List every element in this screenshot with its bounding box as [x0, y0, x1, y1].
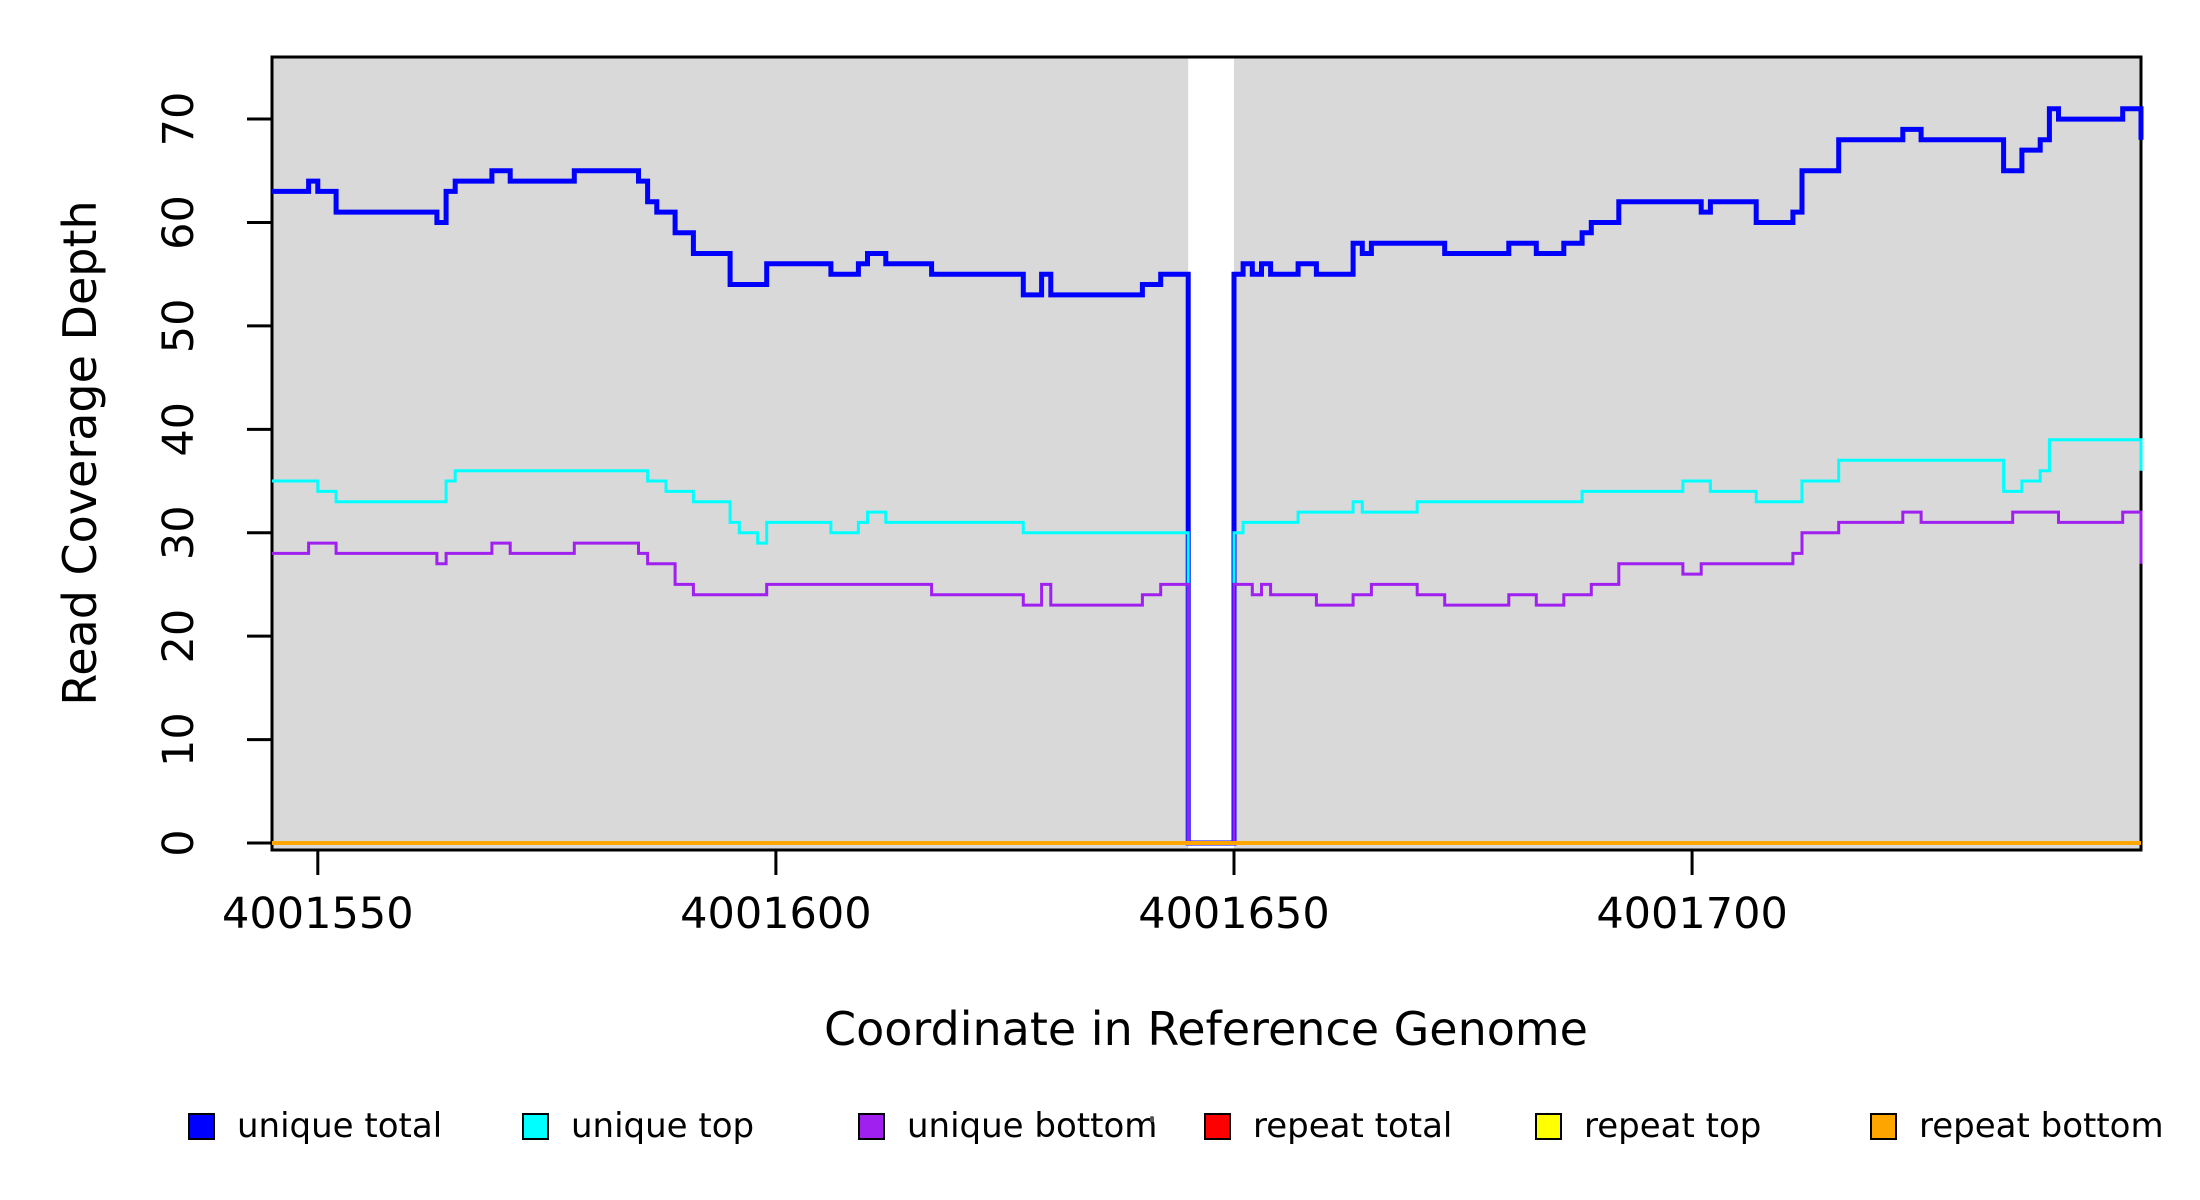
legend-label: repeat bottom [1919, 1106, 2164, 1146]
unique-total-swatch-icon [188, 1112, 215, 1140]
y-axis-title: Read Coverage Depth [53, 200, 107, 706]
unique-top-swatch-icon [522, 1112, 549, 1140]
legend-item-unique-top: unique top [522, 1106, 754, 1146]
legend-item-repeat-top: repeat top [1535, 1106, 1761, 1146]
x-tick-label: 4001550 [222, 889, 414, 939]
legend-label: unique total [237, 1106, 443, 1146]
legend-item-repeat-total: repeat total [1204, 1106, 1452, 1146]
legend-item-unique-bottom: unique bottom [858, 1106, 1157, 1146]
legend-item-repeat-bottom: repeat bottom [1870, 1106, 2164, 1146]
y-tick-label: 30 [154, 505, 204, 560]
x-tick-label: 4001700 [1596, 889, 1788, 939]
series-unique-bottom [272, 510, 2143, 845]
y-tick-label: 0 [154, 829, 204, 856]
legend-item-unique-total: unique total [188, 1106, 442, 1146]
y-tick-label: 20 [154, 609, 204, 664]
unique-bottom-swatch-icon [858, 1112, 885, 1140]
repeat-top-swatch-icon [1535, 1112, 1562, 1140]
y-tick-label: 70 [154, 92, 204, 147]
y-tick-label: 40 [154, 402, 204, 457]
plot-background-right [1233, 57, 2141, 850]
repeat-total-swatch-icon [1204, 1112, 1231, 1140]
x-tick-label: 4001650 [1138, 889, 1330, 939]
legend-label: unique top [571, 1106, 755, 1146]
repeat-bottom-swatch-icon [1870, 1112, 1897, 1140]
x-tick-label: 4001600 [680, 889, 872, 939]
legend-label: repeat total [1253, 1106, 1453, 1146]
plot-background-left [272, 57, 1189, 850]
legend-label: unique bottom [907, 1106, 1158, 1146]
legend-label: repeat top [1584, 1106, 1762, 1146]
series-unique-total [272, 106, 2144, 846]
y-tick-label: 10 [154, 712, 204, 767]
artifact-dot [1150, 1116, 1154, 1122]
y-tick-label: 50 [154, 299, 204, 354]
y-tick-label: 60 [154, 195, 204, 250]
x-axis-title: Coordinate in Reference Genome [824, 1002, 1588, 1056]
